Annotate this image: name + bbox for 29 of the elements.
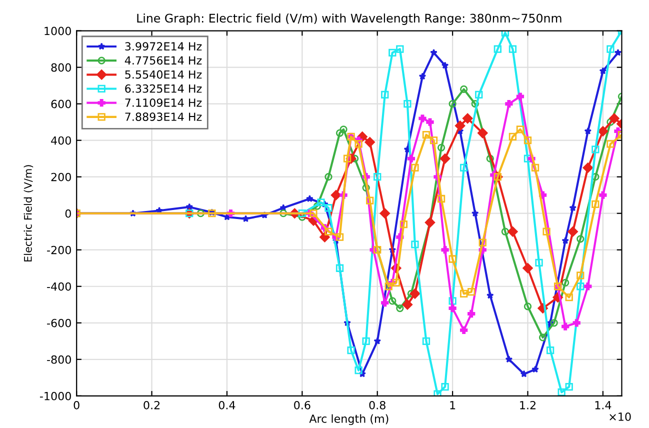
x-tick-label: 0.4 bbox=[218, 400, 236, 410]
legend-label: 4.7756E14 Hz bbox=[124, 56, 202, 65]
legend-label: 7.8893E14 Hz bbox=[125, 112, 202, 121]
x-tick-label: 0 bbox=[74, 400, 80, 410]
x-tick-label: 1.4 bbox=[595, 401, 612, 410]
chart-title: Line Graph: Electric field (V/m) with Wavelength Range: 380nm~750nm bbox=[137, 14, 562, 25]
text: ×10 bbox=[610, 412, 631, 421]
y-tick-label: -200 bbox=[47, 246, 71, 254]
y-tick-label: -600 bbox=[47, 318, 71, 328]
y-tick-label: 0 bbox=[65, 209, 71, 218]
legend-label: 5.5540E14 Hz bbox=[125, 70, 202, 79]
x-tick-label: 1 bbox=[450, 401, 456, 410]
x-tick-label: 0.6 bbox=[294, 400, 310, 410]
y-tick-label: -800 bbox=[47, 355, 71, 364]
x-axis-title: Arc length (m) bbox=[309, 414, 388, 426]
legend-label: 7.1109E14 Hz bbox=[125, 98, 202, 107]
y-tick-label: 400 bbox=[51, 136, 71, 145]
x-tick-label: 0.8 bbox=[369, 400, 386, 410]
y-tick-label: 1000 bbox=[44, 26, 71, 36]
y-tick-label: 800 bbox=[51, 63, 71, 72]
y-tick-label: -1000 bbox=[40, 392, 71, 400]
y-axis-title: Electric Field (V/m) bbox=[24, 165, 34, 262]
x-tick-label: 0.2 bbox=[144, 400, 160, 410]
legend-label: 6.3325E14 Hz bbox=[125, 84, 202, 93]
legend-label: 3.9972E14 Hz bbox=[125, 42, 202, 51]
y-tick-label: 600 bbox=[51, 100, 71, 108]
y-tick-label: 200 bbox=[51, 172, 71, 182]
x-tick-label: 1.2 bbox=[520, 400, 536, 410]
y-tick-label: -400 bbox=[47, 282, 71, 291]
